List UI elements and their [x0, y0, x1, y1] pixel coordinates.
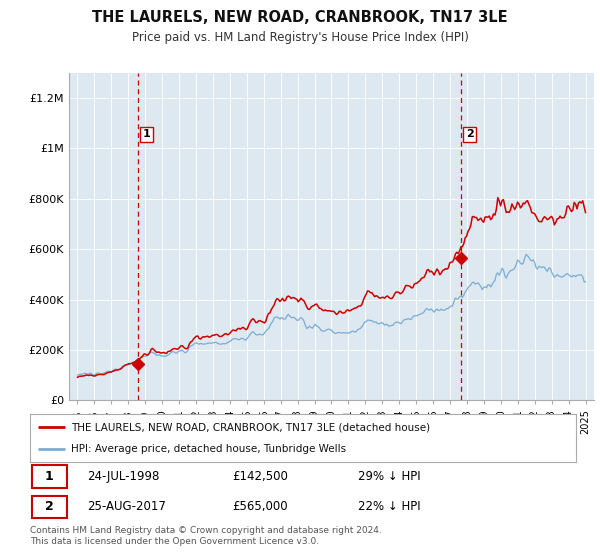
FancyBboxPatch shape: [32, 496, 67, 519]
Text: Contains HM Land Registry data © Crown copyright and database right 2024.
This d: Contains HM Land Registry data © Crown c…: [30, 526, 382, 546]
FancyBboxPatch shape: [32, 465, 67, 488]
Text: £142,500: £142,500: [232, 470, 288, 483]
Text: 2: 2: [45, 501, 53, 514]
Text: Price paid vs. HM Land Registry's House Price Index (HPI): Price paid vs. HM Land Registry's House …: [131, 31, 469, 44]
Text: 1: 1: [45, 470, 53, 483]
Text: 22% ↓ HPI: 22% ↓ HPI: [358, 501, 420, 514]
Text: THE LAURELS, NEW ROAD, CRANBROOK, TN17 3LE: THE LAURELS, NEW ROAD, CRANBROOK, TN17 3…: [92, 10, 508, 25]
Text: 24-JUL-1998: 24-JUL-1998: [88, 470, 160, 483]
Text: THE LAURELS, NEW ROAD, CRANBROOK, TN17 3LE (detached house): THE LAURELS, NEW ROAD, CRANBROOK, TN17 3…: [71, 422, 430, 432]
Text: 29% ↓ HPI: 29% ↓ HPI: [358, 470, 420, 483]
Text: 1: 1: [143, 129, 151, 139]
Text: £565,000: £565,000: [232, 501, 287, 514]
Text: 25-AUG-2017: 25-AUG-2017: [88, 501, 166, 514]
Text: 2: 2: [466, 129, 473, 139]
Text: HPI: Average price, detached house, Tunbridge Wells: HPI: Average price, detached house, Tunb…: [71, 444, 346, 454]
